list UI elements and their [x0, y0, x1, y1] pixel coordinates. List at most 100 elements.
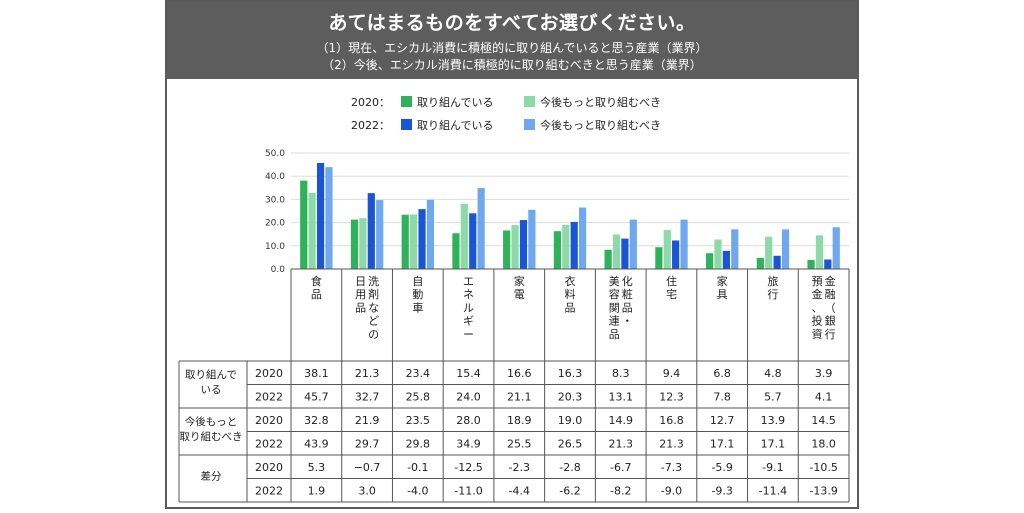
bar	[680, 219, 688, 269]
table-cell: 21.9	[355, 414, 380, 427]
category-label-char: 車	[412, 300, 423, 314]
chart-subtitle-2: （2）今後、エシカル消費に積極的に取り組むべきと思う産業（業界）	[322, 58, 702, 72]
table-cell: 21.3	[608, 437, 633, 450]
bar	[376, 200, 384, 269]
bar	[579, 207, 587, 269]
category-label-char: 用	[355, 288, 366, 301]
category-label-char: 品	[622, 301, 633, 314]
legend-swatch-should-2020	[524, 96, 535, 107]
bar	[765, 236, 773, 269]
table-cell: 6.8	[713, 367, 731, 380]
category-label-char: 自	[412, 275, 423, 288]
table-cell: 13.1	[608, 390, 633, 403]
category-label-char: ど	[368, 315, 379, 328]
category-label-char: 旅	[767, 274, 778, 288]
chart-title: あてはまるものをすべてお選びください。	[328, 12, 696, 34]
table-cell: -13.9	[809, 484, 837, 497]
category-label-char: 電	[514, 288, 525, 301]
table-group-label: 取り組むべき	[180, 430, 243, 443]
bar	[350, 219, 359, 269]
bar	[562, 224, 570, 269]
legend-swatch-doing-2022	[401, 119, 412, 130]
table-cell: 38.1	[304, 367, 329, 380]
bar	[705, 253, 714, 269]
table-cell: 16.8	[659, 414, 684, 427]
bar	[401, 214, 409, 269]
table-cell: 5.7	[764, 390, 782, 403]
category-label-char: 住	[666, 274, 677, 288]
bar	[511, 225, 519, 269]
bar	[325, 167, 333, 269]
bar	[672, 240, 680, 269]
category-label-char: な	[368, 301, 379, 314]
table-cell: 4.8	[764, 367, 782, 380]
table-cell: 32.8	[304, 414, 329, 427]
table-cell: −0.7	[354, 461, 381, 474]
table-cell: -4.0	[407, 484, 428, 497]
legend-swatch-doing-2020	[401, 96, 412, 107]
y-tick-label: 30.0	[265, 195, 285, 205]
bar	[815, 235, 824, 269]
category-labels: 食品日用品洗剤などの自動車エネルギー家電衣料品美容関連品化粧品・住宅家具旅行預金…	[311, 274, 836, 341]
table-cell: 20.3	[558, 390, 583, 403]
table-cell: -12.5	[454, 461, 482, 474]
table-cell: -2.8	[559, 461, 580, 474]
table-cell: 29.7	[355, 437, 380, 450]
legend-label-doing-2022: 取り組んでいる	[417, 119, 493, 132]
table-year-label: 2020	[255, 461, 283, 474]
table-cell: 19.0	[558, 414, 583, 427]
chart-subtitle-1: （1）現在、エシカル消費に積極的に取り組んでいると思う産業（業界）	[316, 41, 708, 55]
legend-label-should-2020: 今後もっと取り組むべき	[540, 95, 661, 109]
category-label-char: ネ	[463, 288, 474, 301]
bar	[477, 188, 485, 269]
table-cell: 23.5	[406, 414, 431, 427]
table-cell: 34.9	[456, 437, 481, 450]
category-label-char: 剤	[368, 287, 379, 301]
legend-label-doing-2020: 取り組んでいる	[417, 96, 493, 109]
bar	[604, 249, 612, 269]
table-cell: -11.4	[759, 484, 787, 497]
table-group-label: 差分	[201, 470, 222, 483]
table-cell: -11.0	[454, 484, 482, 497]
bar	[418, 209, 426, 269]
table-cell: 16.6	[507, 367, 531, 380]
table-cell: -4.4	[509, 484, 530, 497]
table-cell: 16.3	[558, 367, 583, 380]
table-cell: 29.8	[406, 437, 431, 450]
category-label-char: ー	[463, 328, 474, 341]
category-label-char: 関	[609, 301, 620, 314]
table-cell: 9.4	[663, 367, 681, 380]
table-cell: 12.3	[659, 390, 684, 403]
table-cell: 28.0	[456, 414, 481, 427]
table-cell: 8.3	[612, 367, 630, 380]
table-cell: 24.0	[456, 390, 481, 403]
table-cell: -5.9	[711, 461, 732, 474]
category-label-char: （	[825, 301, 836, 314]
table-cell: 25.5	[507, 437, 531, 450]
bar	[663, 230, 671, 269]
table-cell: 14.5	[811, 414, 836, 427]
table-cell: 26.5	[558, 437, 583, 450]
bar	[410, 214, 418, 269]
bar	[714, 239, 722, 269]
table-cell: -2.3	[509, 461, 530, 474]
table-year-label: 2022	[255, 390, 283, 403]
legend-year-2020: 2020：	[351, 96, 390, 109]
table-cell: 18.9	[507, 414, 531, 427]
bar	[731, 229, 739, 269]
table-cell: 3.9	[815, 367, 833, 380]
table-cell: -6.7	[610, 461, 631, 474]
category-label-char: 洗	[368, 275, 379, 288]
table-cell: -7.3	[661, 461, 682, 474]
table-lines	[178, 268, 850, 503]
category-label-char: 品	[355, 301, 366, 314]
table-cell: 7.8	[713, 390, 731, 403]
category-label-char: 金	[812, 287, 823, 301]
bar	[426, 199, 435, 269]
table-cell: -0.1	[407, 461, 428, 474]
table-cells: 38.1 21.3 23.4 15.4 16.6 16.3 8.3 9.4 6.8 4.8 3.9 4…	[304, 367, 838, 498]
bar	[553, 231, 561, 269]
bar	[359, 218, 367, 269]
table-cell: 23.4	[406, 367, 431, 380]
